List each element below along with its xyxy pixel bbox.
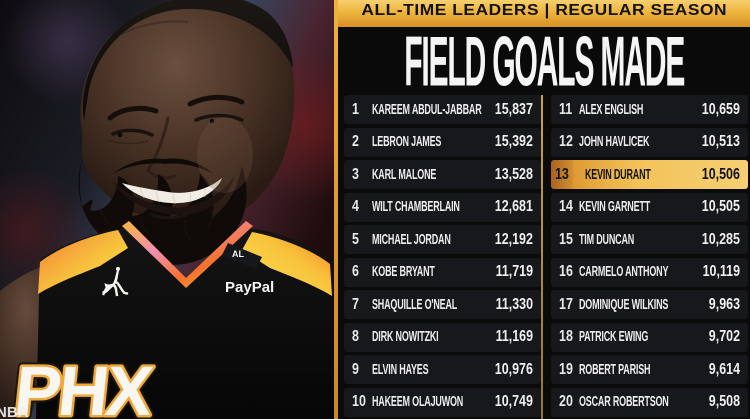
svg-text:PayPal: PayPal bbox=[225, 279, 274, 296]
svg-text:AL: AL bbox=[232, 249, 244, 259]
svg-text:PHX: PHX bbox=[11, 351, 157, 419]
svg-text:NBA: NBA bbox=[0, 404, 29, 419]
